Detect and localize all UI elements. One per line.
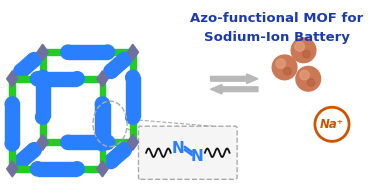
Polygon shape (11, 140, 45, 171)
Circle shape (117, 52, 132, 67)
Polygon shape (16, 144, 39, 167)
Circle shape (130, 49, 136, 55)
Polygon shape (16, 54, 39, 77)
Circle shape (99, 166, 105, 172)
Circle shape (27, 52, 41, 67)
Circle shape (130, 140, 136, 145)
Circle shape (9, 166, 15, 172)
Polygon shape (127, 134, 138, 150)
Circle shape (70, 72, 84, 86)
Polygon shape (37, 72, 77, 86)
Circle shape (95, 137, 110, 151)
Circle shape (40, 49, 45, 55)
Polygon shape (211, 84, 258, 94)
Text: Na⁺: Na⁺ (320, 118, 344, 131)
Circle shape (130, 49, 136, 55)
Polygon shape (97, 161, 108, 177)
Polygon shape (101, 50, 135, 81)
Polygon shape (37, 44, 48, 60)
Circle shape (307, 79, 315, 86)
Circle shape (36, 70, 50, 85)
Text: Azo-functional MOF for: Azo-functional MOF for (191, 12, 364, 25)
Circle shape (276, 59, 285, 68)
Circle shape (9, 76, 15, 82)
Circle shape (99, 76, 105, 82)
Polygon shape (7, 71, 18, 87)
Polygon shape (97, 71, 108, 87)
Circle shape (284, 67, 291, 75)
Circle shape (99, 166, 105, 172)
Circle shape (14, 64, 28, 78)
Circle shape (40, 49, 45, 55)
Text: Sodium-Ion Battery: Sodium-Ion Battery (204, 31, 350, 44)
Circle shape (300, 70, 309, 80)
Polygon shape (95, 104, 110, 144)
Polygon shape (11, 50, 45, 81)
Polygon shape (211, 74, 258, 84)
Polygon shape (101, 140, 135, 171)
Polygon shape (12, 76, 102, 82)
Circle shape (295, 42, 304, 51)
Circle shape (291, 38, 316, 63)
Circle shape (40, 140, 45, 145)
Circle shape (61, 135, 75, 149)
Polygon shape (43, 49, 133, 55)
Circle shape (125, 110, 140, 124)
Circle shape (99, 166, 105, 172)
Circle shape (272, 55, 297, 80)
Circle shape (130, 49, 136, 55)
Polygon shape (130, 52, 136, 142)
Circle shape (104, 64, 118, 78)
Circle shape (95, 97, 110, 111)
Polygon shape (68, 45, 108, 59)
Text: N: N (191, 149, 204, 164)
Circle shape (99, 76, 105, 82)
Polygon shape (9, 79, 15, 169)
Circle shape (101, 45, 115, 59)
Circle shape (40, 140, 45, 145)
Circle shape (130, 140, 136, 145)
Circle shape (130, 140, 136, 145)
Polygon shape (125, 77, 140, 117)
Circle shape (5, 137, 19, 151)
Polygon shape (12, 166, 102, 172)
Polygon shape (106, 54, 129, 77)
Circle shape (61, 45, 75, 59)
Circle shape (99, 76, 105, 82)
Polygon shape (37, 162, 77, 176)
Circle shape (70, 162, 84, 176)
Circle shape (302, 50, 310, 58)
Circle shape (31, 72, 45, 86)
Polygon shape (43, 140, 133, 145)
Circle shape (125, 70, 140, 85)
FancyBboxPatch shape (138, 126, 237, 179)
Circle shape (9, 166, 15, 172)
Polygon shape (37, 134, 48, 150)
Circle shape (101, 135, 115, 149)
Circle shape (9, 76, 15, 82)
Polygon shape (5, 104, 19, 144)
Circle shape (31, 162, 45, 176)
Circle shape (9, 76, 15, 82)
Circle shape (40, 140, 45, 145)
Circle shape (117, 143, 132, 157)
Polygon shape (40, 52, 45, 142)
Polygon shape (68, 135, 108, 149)
Circle shape (296, 66, 321, 91)
Polygon shape (106, 144, 129, 167)
Circle shape (36, 110, 50, 124)
Circle shape (9, 166, 15, 172)
Polygon shape (127, 44, 138, 60)
Polygon shape (7, 161, 18, 177)
Circle shape (5, 97, 19, 111)
Polygon shape (36, 77, 50, 117)
Circle shape (14, 154, 28, 169)
Polygon shape (99, 79, 105, 169)
Circle shape (27, 143, 41, 157)
Circle shape (40, 49, 45, 55)
Text: N: N (172, 140, 185, 155)
Circle shape (104, 154, 118, 169)
